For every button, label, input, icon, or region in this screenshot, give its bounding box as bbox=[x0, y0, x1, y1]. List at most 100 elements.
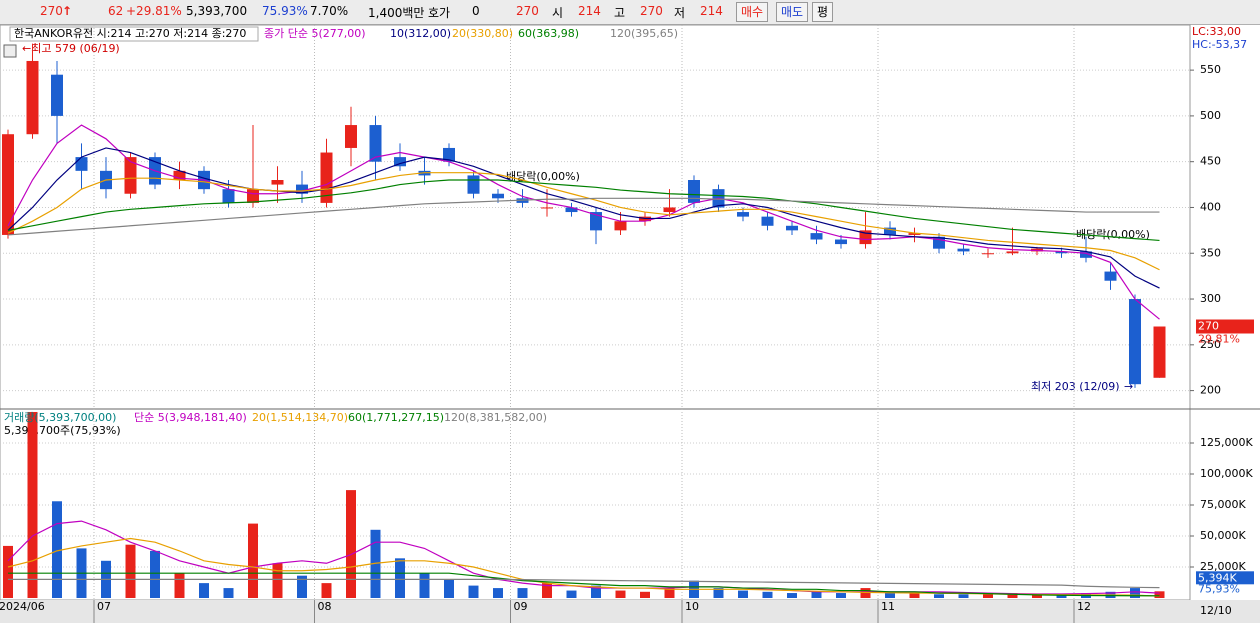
volume-bar bbox=[787, 593, 797, 598]
candle-body bbox=[933, 236, 945, 249]
open: 214 bbox=[578, 4, 601, 18]
volume-bar bbox=[150, 550, 160, 598]
candle-body bbox=[26, 60, 39, 135]
volume-bar bbox=[493, 588, 503, 598]
y-tick-label: 250 bbox=[1200, 338, 1221, 351]
volume-bar bbox=[1007, 593, 1018, 598]
ma-line bbox=[7, 172, 1160, 271]
volume-bar bbox=[738, 590, 748, 598]
volume-bar bbox=[934, 594, 944, 598]
candle-body bbox=[565, 207, 578, 213]
volume-bar bbox=[468, 585, 479, 598]
candle-body bbox=[296, 184, 308, 194]
candle-body bbox=[2, 134, 14, 235]
volume: 5,393,700 bbox=[186, 4, 248, 18]
volume-bar bbox=[297, 575, 307, 598]
candle-body bbox=[1006, 251, 1019, 254]
header-bar: 270 ↑ 62 +29.81% 5,393,700 75.93% 7.70% … bbox=[0, 0, 1260, 25]
volume-bar bbox=[248, 523, 258, 598]
volume-title: 거래량(5,393,700,00) bbox=[4, 411, 116, 424]
ma-line bbox=[8, 578, 1160, 589]
quote-value: 0 bbox=[472, 4, 480, 18]
volume-bar bbox=[909, 593, 920, 598]
y-tick-label: 100,000K bbox=[1200, 467, 1253, 480]
y-tick-label: 500 bbox=[1200, 109, 1221, 122]
candle-body bbox=[124, 157, 137, 194]
volume-bar bbox=[272, 563, 283, 598]
candle-body bbox=[271, 180, 284, 185]
y-tick-label: 300 bbox=[1200, 292, 1221, 305]
volume-bar bbox=[27, 411, 38, 598]
x-tick-label: 09 bbox=[514, 600, 528, 613]
low: 214 bbox=[700, 4, 723, 18]
candle-body bbox=[492, 193, 504, 199]
candle-body bbox=[737, 212, 749, 217]
candle-body bbox=[1129, 299, 1141, 385]
volume-bar bbox=[983, 594, 993, 598]
volume-bar bbox=[591, 585, 601, 598]
ma-line bbox=[8, 572, 1160, 597]
menu-icon[interactable] bbox=[3, 44, 17, 58]
volume-bar bbox=[885, 591, 895, 598]
candle-body bbox=[835, 239, 847, 245]
candle-body bbox=[345, 125, 357, 148]
x-tick-label: 12 bbox=[1077, 600, 1091, 613]
x-tick-label: 11 bbox=[881, 600, 895, 613]
ma-line bbox=[7, 147, 1160, 289]
low-annotation: 최저 203 (12/09) bbox=[1031, 380, 1120, 393]
candle-body bbox=[1104, 271, 1117, 281]
price-marker-pct: 29,81% bbox=[1198, 333, 1240, 346]
volume-bar bbox=[174, 573, 185, 598]
volume-bar bbox=[444, 579, 454, 598]
x-tick-label: 10 bbox=[685, 600, 699, 613]
price: 270 bbox=[40, 4, 63, 18]
volume-bar bbox=[223, 588, 234, 598]
ma-line bbox=[7, 197, 1160, 236]
volume-bar bbox=[52, 501, 62, 598]
volume-bar bbox=[664, 588, 675, 598]
ma-line bbox=[7, 179, 1160, 242]
sell-button[interactable]: 매도 bbox=[776, 2, 809, 22]
y-tick-label: 50,000K bbox=[1200, 529, 1246, 542]
volume-bar bbox=[615, 590, 626, 598]
candle-body bbox=[541, 207, 553, 209]
candle-body bbox=[908, 233, 921, 235]
volume-bar bbox=[713, 588, 724, 598]
volume-ratio: 75.93% bbox=[262, 4, 308, 18]
open-label: 시 bbox=[552, 6, 564, 20]
plot-frame bbox=[0, 24, 1191, 601]
volume-bar bbox=[566, 590, 577, 598]
candle-body bbox=[614, 221, 627, 231]
y-tick-label: 350 bbox=[1200, 246, 1221, 259]
volume-bar bbox=[640, 591, 650, 598]
date-axis-bg bbox=[0, 600, 1260, 623]
candle-body bbox=[884, 227, 896, 235]
candle-body bbox=[247, 189, 259, 203]
avg-button[interactable]: 평 bbox=[812, 2, 834, 22]
turnover: 7.70% bbox=[310, 4, 349, 18]
x-tick-label: 07 bbox=[97, 600, 111, 613]
ma-line bbox=[7, 520, 1160, 595]
candle-body bbox=[761, 216, 774, 226]
hc-label: HC:-53,37 bbox=[1192, 38, 1247, 51]
high: 270 bbox=[640, 4, 663, 18]
candle-body bbox=[320, 152, 333, 203]
buy-button[interactable]: 매수 bbox=[736, 2, 769, 22]
y-tick-label: 75,000K bbox=[1200, 498, 1246, 511]
volume-bar bbox=[542, 583, 552, 598]
title-box bbox=[9, 26, 259, 42]
volume-marker-label: 5,394K bbox=[1198, 571, 1237, 584]
candle-body bbox=[222, 189, 235, 203]
legend-entry: 10(312,00) bbox=[390, 27, 451, 40]
legend-entry: 60(1,771,277,15) bbox=[348, 411, 444, 424]
volume-bar bbox=[370, 529, 381, 598]
candle-body bbox=[1055, 251, 1068, 254]
legend-entry: 60(363,98) bbox=[518, 27, 579, 40]
amount: 1,400백만 bbox=[368, 6, 425, 20]
candle-body bbox=[688, 180, 700, 203]
y-tick-label: 400 bbox=[1200, 200, 1221, 213]
volume-bar bbox=[958, 594, 969, 598]
candle-body bbox=[394, 157, 406, 167]
legend-entry: 20(330,80) bbox=[452, 27, 513, 40]
candle-body bbox=[1153, 326, 1166, 378]
